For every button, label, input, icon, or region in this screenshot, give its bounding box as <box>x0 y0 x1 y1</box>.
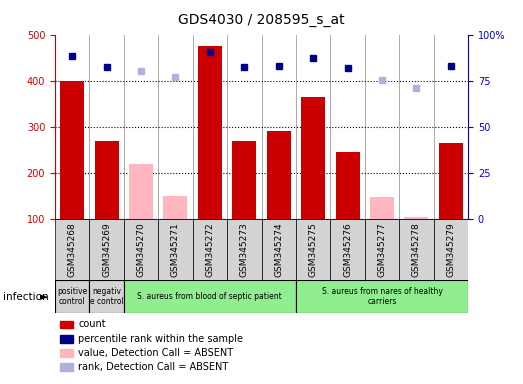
Bar <box>262 219 296 280</box>
Text: GDS4030 / 208595_s_at: GDS4030 / 208595_s_at <box>178 13 345 27</box>
Bar <box>365 219 399 280</box>
Bar <box>89 219 124 280</box>
Bar <box>124 280 296 313</box>
Bar <box>95 141 119 219</box>
Bar <box>301 97 325 219</box>
Bar <box>163 196 187 219</box>
Bar <box>129 164 153 219</box>
Bar <box>60 81 84 219</box>
Bar <box>439 143 463 219</box>
Bar <box>198 46 222 219</box>
Bar <box>55 219 89 280</box>
Text: positive
control: positive control <box>57 287 87 306</box>
Text: S. aureus from nares of healthy
carriers: S. aureus from nares of healthy carriers <box>322 287 442 306</box>
Text: infection: infection <box>3 291 48 302</box>
Text: GSM345270: GSM345270 <box>137 222 145 277</box>
Bar <box>192 219 227 280</box>
Bar <box>399 219 434 280</box>
Text: rank, Detection Call = ABSENT: rank, Detection Call = ABSENT <box>78 362 229 372</box>
Text: GSM345279: GSM345279 <box>446 222 456 277</box>
Bar <box>158 219 192 280</box>
Text: GSM345268: GSM345268 <box>67 222 77 277</box>
Text: GSM345272: GSM345272 <box>206 222 214 277</box>
Bar <box>404 217 428 219</box>
Text: S. aureus from blood of septic patient: S. aureus from blood of septic patient <box>138 292 282 301</box>
Text: value, Detection Call = ABSENT: value, Detection Call = ABSENT <box>78 348 234 358</box>
Text: GSM345273: GSM345273 <box>240 222 249 277</box>
Text: GSM345271: GSM345271 <box>171 222 180 277</box>
Text: GSM345276: GSM345276 <box>343 222 352 277</box>
Bar <box>336 152 360 219</box>
Text: count: count <box>78 319 106 329</box>
Text: GSM345274: GSM345274 <box>274 222 283 277</box>
Bar <box>232 141 256 219</box>
Bar <box>55 280 89 313</box>
Text: GSM345269: GSM345269 <box>102 222 111 277</box>
Bar <box>296 280 468 313</box>
Bar <box>124 219 158 280</box>
Text: percentile rank within the sample: percentile rank within the sample <box>78 334 243 344</box>
Bar <box>296 219 331 280</box>
Bar <box>370 197 394 219</box>
Bar <box>267 131 291 219</box>
Text: negativ
e control: negativ e control <box>89 287 123 306</box>
Text: GSM345277: GSM345277 <box>378 222 386 277</box>
Bar <box>434 219 468 280</box>
Text: GSM345275: GSM345275 <box>309 222 317 277</box>
Bar <box>89 280 124 313</box>
Bar <box>331 219 365 280</box>
Text: GSM345278: GSM345278 <box>412 222 421 277</box>
Text: ►: ► <box>40 291 49 302</box>
Bar <box>227 219 262 280</box>
